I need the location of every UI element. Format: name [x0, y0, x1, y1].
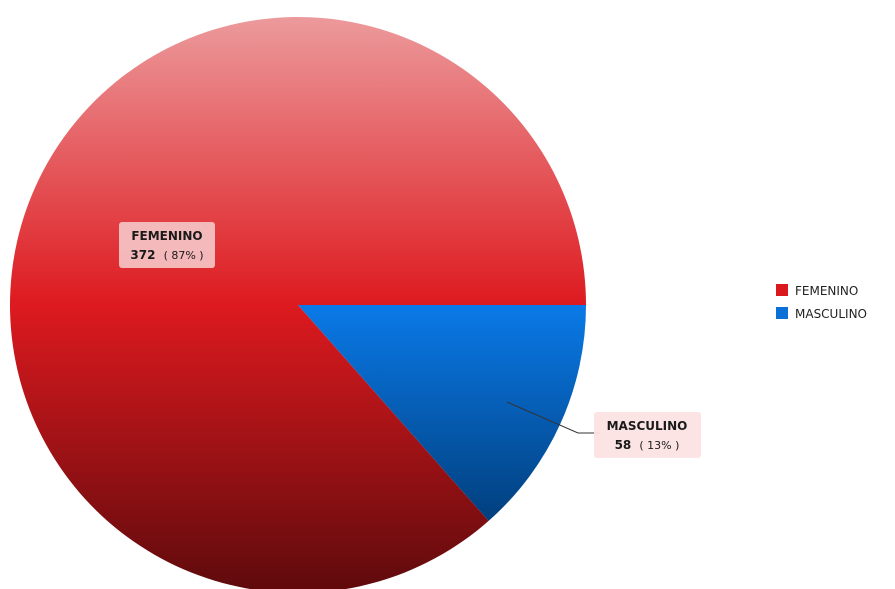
masculino-leader-line [506, 401, 600, 434]
data-label-masculino-value: 58 ( 13% ) [615, 434, 680, 453]
legend-swatch-masculino [776, 307, 788, 319]
data-label-femenino-count: 372 [130, 248, 155, 262]
data-label-masculino-name: MASCULINO [607, 419, 688, 433]
legend-label-masculino: MASCULINO [795, 307, 867, 321]
legend-label-femenino: FEMENINO [795, 284, 858, 298]
data-label-femenino-percent: ( 87% ) [164, 249, 204, 262]
pie-slice-femenino[interactable] [10, 17, 586, 589]
data-label-masculino: MASCULINO 58 ( 13% ) [594, 412, 701, 458]
pie-slices [10, 17, 586, 589]
data-label-femenino-value: 372 ( 87% ) [130, 244, 203, 263]
legend-item-femenino[interactable]: FEMENINO [776, 284, 858, 298]
legend-swatch-femenino [776, 284, 788, 296]
legend-item-masculino[interactable]: MASCULINO [776, 307, 867, 321]
data-label-femenino-name: FEMENINO [131, 229, 202, 243]
data-label-masculino-percent: ( 13% ) [639, 439, 679, 452]
data-label-femenino: FEMENINO 372 ( 87% ) [119, 222, 215, 268]
pie-slice-masculino[interactable] [298, 305, 586, 521]
data-label-masculino-count: 58 [615, 438, 632, 452]
legend: FEMENINO MASCULINO [776, 284, 867, 321]
